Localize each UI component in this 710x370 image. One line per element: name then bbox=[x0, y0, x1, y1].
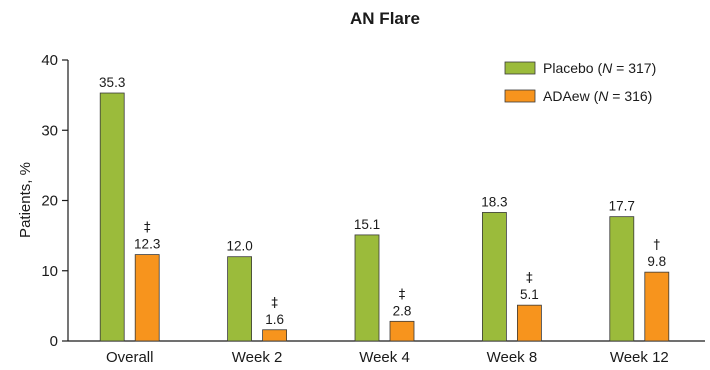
bar bbox=[481, 212, 507, 342]
chart-title: AN Flare bbox=[350, 9, 420, 28]
x-tick-label: Week 2 bbox=[232, 349, 283, 366]
bar bbox=[227, 256, 253, 342]
x-tick-label: Week 12 bbox=[610, 349, 669, 366]
x-tick-label: Week 8 bbox=[487, 349, 538, 366]
data-label: 15.1 bbox=[354, 217, 380, 232]
legend-label: Placebo (N = 317) bbox=[543, 60, 656, 76]
significance-marker: † bbox=[654, 238, 661, 253]
bar bbox=[517, 304, 542, 342]
legend-label: ADAew (N = 316) bbox=[543, 88, 652, 104]
data-label: 1.6 bbox=[265, 312, 284, 327]
data-label: 9.8 bbox=[647, 254, 666, 269]
bar bbox=[389, 320, 415, 342]
bar bbox=[99, 92, 125, 342]
bar bbox=[262, 329, 288, 342]
data-label: 12.0 bbox=[226, 239, 252, 254]
y-tick-label: 30 bbox=[41, 122, 58, 139]
data-label: 18.3 bbox=[481, 194, 507, 209]
x-axis: Overall Week 2 Week 4 Week 8 Week 12 bbox=[68, 340, 705, 366]
bar bbox=[609, 216, 635, 342]
bar bbox=[134, 254, 160, 342]
significance-marker: ‡ bbox=[271, 296, 278, 311]
significance-marker: ‡ bbox=[144, 221, 151, 236]
data-label: 2.8 bbox=[393, 303, 412, 318]
bar bbox=[354, 234, 380, 342]
significance-marker: ‡ bbox=[399, 287, 406, 302]
x-tick-label: Week 4 bbox=[359, 349, 410, 366]
plot-bars: 35.312.3‡12.01.6‡15.12.8‡18.35.1‡17.79.8… bbox=[99, 75, 670, 342]
significance-marker: ‡ bbox=[526, 271, 533, 286]
x-tick-label: Overall bbox=[106, 349, 154, 366]
bar bbox=[644, 271, 670, 342]
data-label: 17.7 bbox=[609, 199, 635, 214]
y-axis: 0 10 20 30 40 bbox=[41, 52, 69, 350]
data-label: 35.3 bbox=[99, 75, 125, 90]
y-tick-label: 40 bbox=[41, 52, 58, 69]
data-label: 5.1 bbox=[520, 287, 539, 302]
data-label: 12.3 bbox=[134, 237, 160, 252]
legend: Placebo (N = 317) ADAew (N = 316) bbox=[504, 60, 656, 104]
y-tick-label: 0 bbox=[50, 333, 58, 350]
legend-swatch bbox=[504, 89, 536, 103]
y-axis-label: Patients, % bbox=[17, 162, 34, 238]
legend-swatch bbox=[504, 61, 536, 75]
y-tick-label: 20 bbox=[41, 193, 58, 210]
y-tick-label: 10 bbox=[41, 263, 58, 280]
